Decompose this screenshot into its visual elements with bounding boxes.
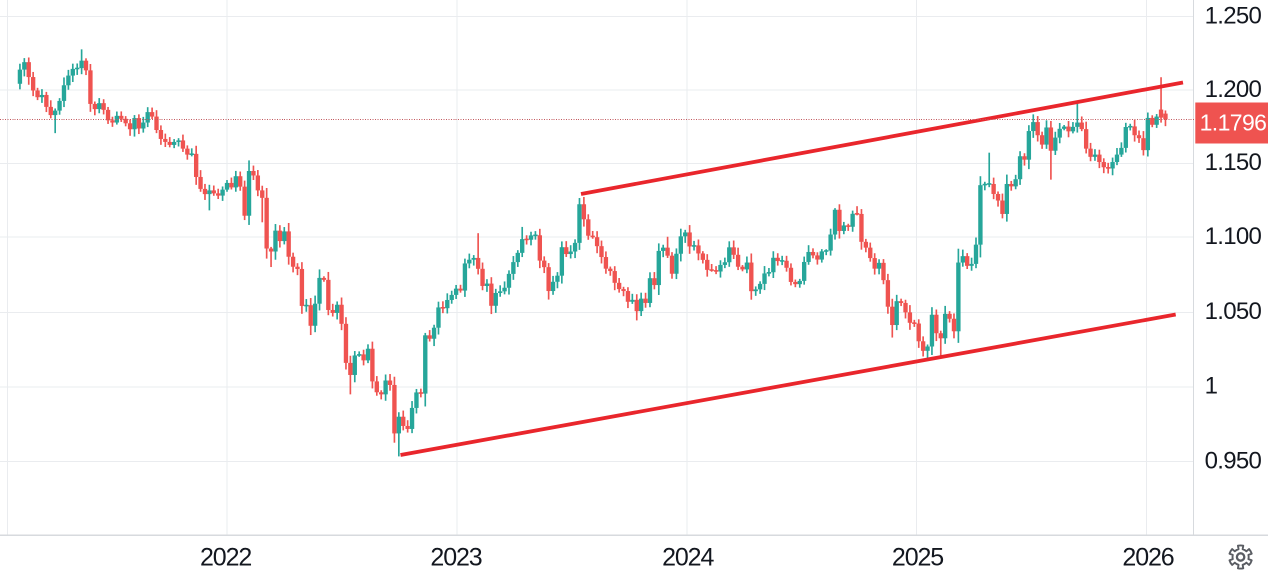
svg-text:2024: 2024 [662, 544, 714, 572]
svg-text:1.150: 1.150 [1205, 149, 1262, 176]
svg-text:2023: 2023 [430, 544, 481, 572]
svg-text:0.950: 0.950 [1205, 448, 1262, 475]
svg-text:1.100: 1.100 [1205, 223, 1262, 250]
svg-text:1.1796: 1.1796 [1200, 110, 1267, 136]
svg-text:2026: 2026 [1122, 544, 1173, 572]
svg-text:1: 1 [1205, 373, 1218, 400]
svg-text:1.050: 1.050 [1205, 298, 1262, 325]
svg-text:1.200: 1.200 [1205, 76, 1262, 103]
svg-text:2022: 2022 [200, 544, 251, 572]
svg-text:2025: 2025 [892, 544, 943, 572]
svg-text:1.250: 1.250 [1205, 2, 1262, 29]
